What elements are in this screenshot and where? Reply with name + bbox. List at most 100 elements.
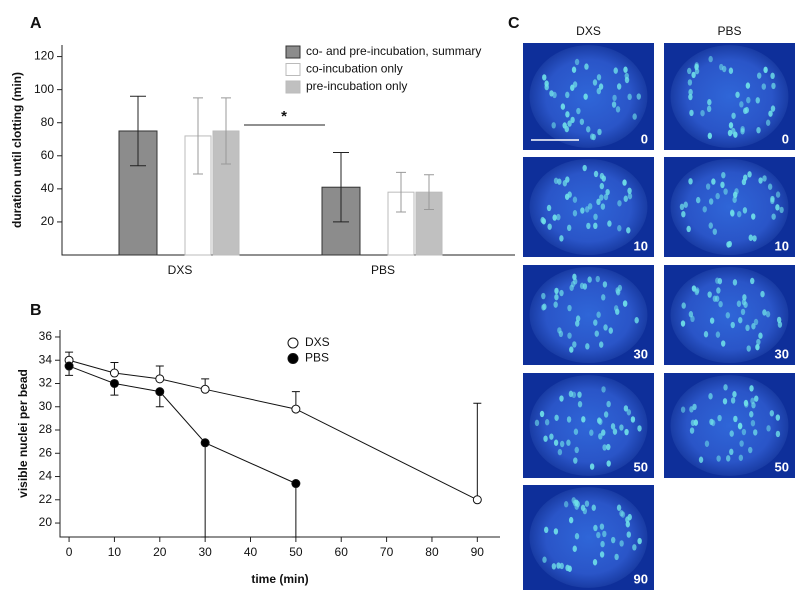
nucleus bbox=[692, 403, 697, 411]
nucleus bbox=[551, 563, 557, 570]
nucleus bbox=[716, 287, 721, 294]
nucleus bbox=[630, 416, 636, 423]
nucleus bbox=[742, 294, 747, 301]
nucleus bbox=[574, 58, 580, 66]
nucleus bbox=[755, 97, 760, 104]
nucleus bbox=[746, 345, 751, 352]
x-tick-label: 60 bbox=[335, 545, 349, 559]
legend-marker bbox=[287, 353, 299, 364]
nucleus bbox=[740, 308, 746, 316]
time-label: 30 bbox=[775, 346, 789, 361]
nucleus bbox=[775, 414, 781, 421]
nucleus bbox=[595, 275, 600, 283]
nucleus bbox=[616, 83, 622, 90]
nucleus bbox=[722, 65, 727, 73]
nucleus bbox=[605, 188, 610, 196]
nucleus bbox=[594, 330, 599, 337]
column-header: PBS bbox=[717, 24, 741, 38]
nucleus bbox=[603, 411, 609, 418]
panel-label: C bbox=[508, 15, 520, 32]
nucleus bbox=[573, 457, 578, 464]
nucleus bbox=[688, 88, 693, 96]
nucleus bbox=[572, 545, 577, 552]
nucleus bbox=[744, 401, 749, 408]
nucleus bbox=[708, 393, 713, 400]
nucleus bbox=[702, 206, 707, 213]
nucleus bbox=[597, 128, 602, 136]
nucleus bbox=[619, 424, 624, 431]
nucleus bbox=[553, 301, 558, 308]
nucleus bbox=[720, 181, 725, 189]
nucleus bbox=[593, 524, 598, 532]
y-tick-label: 80 bbox=[41, 115, 55, 129]
nucleus bbox=[565, 176, 570, 183]
nucleus bbox=[745, 82, 751, 89]
nucleus bbox=[735, 91, 740, 98]
nucleus bbox=[534, 419, 540, 427]
nucleus bbox=[707, 99, 712, 106]
nucleus bbox=[731, 112, 736, 119]
nucleus bbox=[569, 346, 574, 353]
nucleus bbox=[582, 507, 588, 515]
nucleus bbox=[753, 429, 758, 436]
nucleus bbox=[617, 225, 622, 232]
nucleus bbox=[567, 304, 572, 312]
column-header: DXS bbox=[576, 24, 601, 38]
nucleus bbox=[541, 304, 546, 311]
time-label: 30 bbox=[634, 346, 648, 361]
nucleus bbox=[582, 283, 588, 290]
nucleus bbox=[739, 440, 744, 447]
nucleus bbox=[758, 332, 763, 339]
nucleus bbox=[600, 203, 606, 210]
y-tick-label: 24 bbox=[39, 469, 53, 483]
nucleus bbox=[559, 395, 564, 402]
nucleus bbox=[572, 196, 578, 203]
nucleus bbox=[577, 391, 582, 398]
nucleus bbox=[681, 210, 686, 218]
nucleus bbox=[733, 131, 738, 138]
nucleus bbox=[566, 416, 572, 423]
nucleus bbox=[584, 500, 590, 507]
nucleus bbox=[634, 317, 639, 324]
nucleus bbox=[611, 101, 617, 108]
nucleus bbox=[716, 455, 721, 462]
nucleus bbox=[746, 96, 751, 104]
nucleus bbox=[549, 433, 554, 440]
nucleus bbox=[622, 179, 627, 186]
nucleus bbox=[698, 456, 704, 463]
x-tick-label: 10 bbox=[108, 545, 122, 559]
nucleus bbox=[601, 386, 606, 393]
legend-label: co- and pre-incubation, summary bbox=[306, 44, 481, 58]
time-label: 10 bbox=[775, 238, 789, 253]
nucleus bbox=[730, 397, 736, 404]
micrograph: 10 bbox=[664, 157, 795, 257]
nucleus bbox=[576, 107, 581, 115]
nucleus bbox=[627, 513, 632, 521]
time-label: 10 bbox=[634, 238, 648, 253]
x-tick-label: 70 bbox=[380, 545, 394, 559]
nucleus bbox=[729, 209, 735, 216]
nucleus bbox=[587, 276, 592, 283]
nucleus bbox=[689, 109, 694, 117]
nucleus bbox=[596, 311, 601, 318]
x-tick-label: PBS bbox=[371, 263, 395, 277]
nucleus bbox=[570, 116, 575, 124]
nucleus bbox=[571, 497, 576, 504]
x-axis-label: time (min) bbox=[251, 572, 308, 586]
nucleus bbox=[593, 222, 598, 230]
nucleus bbox=[723, 188, 728, 195]
nucleus bbox=[554, 293, 559, 301]
nucleus bbox=[599, 182, 605, 190]
x-tick-label: 90 bbox=[471, 545, 485, 559]
nucleus bbox=[752, 235, 757, 242]
nucleus bbox=[765, 311, 771, 318]
nucleus bbox=[592, 559, 598, 566]
nucleus bbox=[568, 516, 574, 524]
nucleus bbox=[689, 427, 695, 434]
nucleus bbox=[761, 83, 766, 90]
nucleus bbox=[740, 128, 745, 135]
micrograph: 90 bbox=[523, 485, 654, 590]
data-point bbox=[200, 438, 210, 448]
bead bbox=[670, 159, 789, 255]
data-point bbox=[64, 361, 74, 371]
